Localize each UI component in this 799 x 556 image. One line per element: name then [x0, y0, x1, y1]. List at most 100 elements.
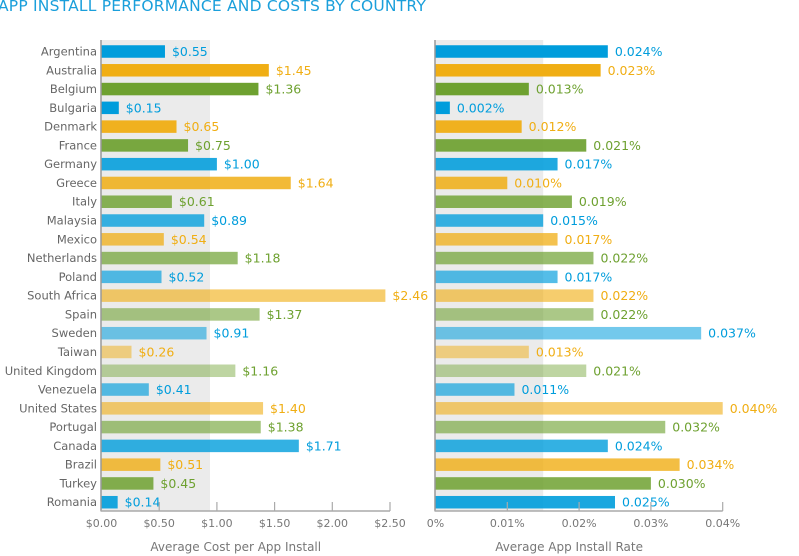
data-label: 0.010%: [514, 175, 562, 190]
bar: [435, 157, 558, 171]
bar: [435, 82, 529, 96]
bar: [101, 101, 119, 115]
x-tick-label: $2.00: [317, 517, 349, 530]
category-label: Bulgaria: [49, 101, 97, 115]
data-label: 0.037%: [708, 326, 756, 341]
data-label: $1.71: [306, 438, 342, 453]
bar: [435, 364, 587, 378]
cost-chart: $0.55 Argentina $1.45 Australia $1.36 Belgium…: [5, 40, 428, 554]
x-tick-label: $1.50: [259, 517, 291, 530]
category-label: Germany: [44, 157, 97, 171]
bar: [101, 364, 236, 378]
data-label: 0.013%: [536, 82, 584, 97]
data-label: 0.017%: [565, 269, 613, 284]
data-label: $0.51: [167, 457, 203, 472]
data-label: 0.021%: [593, 363, 641, 378]
x-tick-label: 0.02%: [562, 517, 597, 530]
bar: [435, 176, 508, 190]
bar: [435, 345, 529, 359]
x-tick-label: $0.50: [143, 517, 175, 530]
category-label: United Kingdom: [5, 364, 97, 378]
category-label: Italy: [72, 195, 97, 209]
category-label: Poland: [59, 270, 97, 284]
bar: [101, 308, 260, 321]
bar: [101, 458, 161, 471]
data-label: 0.022%: [600, 307, 648, 322]
bar: [101, 45, 165, 58]
data-label: 0.023%: [608, 63, 656, 78]
data-label: $0.45: [160, 476, 196, 491]
data-label: $0.26: [139, 344, 175, 359]
category-label: Netherlands: [27, 251, 97, 265]
bar: [101, 289, 386, 302]
category-label: United States: [19, 401, 97, 415]
data-label: 0.015%: [550, 213, 598, 228]
data-label: $0.14: [125, 495, 161, 510]
bar: [101, 439, 299, 453]
data-label: $1.37: [267, 307, 303, 322]
data-label: $0.41: [156, 382, 192, 397]
category-label: France: [59, 138, 97, 152]
x-axis-title: Average App Install Rate: [495, 540, 643, 554]
bar: [435, 233, 558, 246]
bar: [101, 326, 207, 340]
category-label: Taiwan: [57, 345, 97, 359]
category-label: Denmark: [44, 120, 97, 134]
data-label: 0.002%: [457, 100, 505, 115]
category-label: Brazil: [65, 458, 97, 472]
data-label: $0.91: [214, 326, 250, 341]
category-label: Portugal: [49, 420, 97, 434]
category-label: Greece: [56, 176, 97, 190]
category-label: Sweden: [52, 326, 97, 340]
data-label: 0.024%: [615, 438, 663, 453]
data-label: $2.46: [392, 288, 428, 303]
data-label: $0.15: [126, 100, 162, 115]
bar: [101, 64, 269, 77]
category-label: Australia: [46, 63, 97, 77]
data-label: 0.030%: [658, 476, 706, 491]
category-label: Mexico: [57, 232, 97, 246]
bar: [435, 45, 608, 58]
bar: [101, 139, 189, 152]
data-label: $0.52: [169, 269, 205, 284]
x-tick-label: $1.00: [201, 517, 233, 530]
category-label: Turkey: [59, 476, 98, 490]
data-label: $1.18: [245, 251, 281, 266]
bar: [435, 195, 572, 208]
bar: [101, 195, 172, 208]
data-label: 0.040%: [730, 401, 778, 416]
data-label: $1.36: [265, 82, 301, 97]
category-label: Romania: [47, 495, 97, 509]
x-tick-label: $2.50: [374, 517, 406, 530]
bar: [101, 251, 238, 265]
bar: [435, 326, 702, 340]
chart-title: APP INSTALL PERFORMANCE AND COSTS BY COU…: [0, 0, 427, 15]
category-label: South Africa: [27, 289, 97, 303]
data-label: 0.011%: [521, 382, 569, 397]
bar: [435, 402, 723, 415]
bar: [101, 157, 217, 171]
bar: [101, 383, 149, 396]
data-label: $1.38: [268, 420, 304, 435]
bar: [101, 270, 162, 284]
data-label: 0.022%: [600, 288, 648, 303]
bar: [435, 251, 594, 265]
bar: [101, 495, 118, 509]
bar: [101, 420, 261, 434]
bar: [435, 214, 544, 227]
bar: [435, 120, 522, 133]
data-label: 0.022%: [600, 251, 648, 266]
x-tick-label: 0.01%: [490, 517, 525, 530]
data-label: $0.61: [179, 194, 215, 209]
bar: [101, 82, 259, 96]
data-label: $0.54: [171, 232, 207, 247]
data-label: 0.032%: [672, 420, 720, 435]
data-label: $1.16: [242, 363, 278, 378]
data-label: $0.65: [184, 119, 220, 134]
bar: [435, 270, 558, 284]
bar: [101, 477, 154, 490]
bar: [435, 495, 615, 509]
bar: [435, 308, 594, 321]
data-label: 0.012%: [529, 119, 577, 134]
category-label: Belgium: [50, 82, 97, 96]
